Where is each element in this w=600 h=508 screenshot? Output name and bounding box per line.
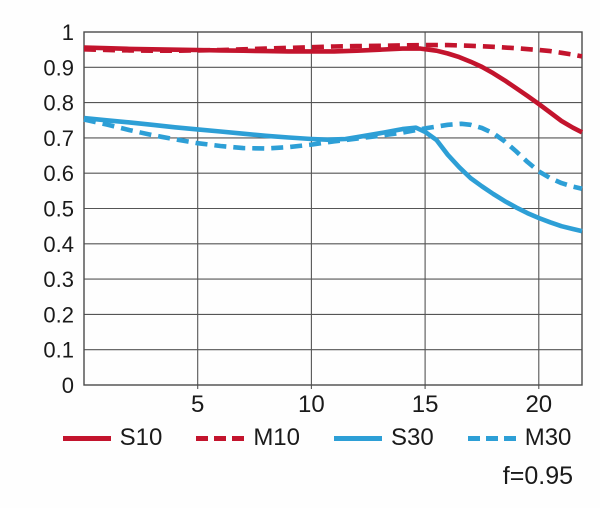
y-tick-label: 0.2 bbox=[43, 302, 74, 327]
series-s10-curve bbox=[83, 45, 584, 135]
y-tick-label: 0.4 bbox=[43, 232, 74, 257]
s10-line-swatch bbox=[62, 435, 111, 441]
y-tick-label: 0 bbox=[62, 373, 74, 398]
series-m30-curve bbox=[83, 117, 583, 191]
legend-label-s10: S10 bbox=[119, 424, 163, 451]
m30-line-swatch bbox=[467, 435, 516, 441]
legend-item-m30: M30 bbox=[467, 424, 572, 451]
legend-item-m10: M10 bbox=[196, 426, 300, 450]
y-tick-label: 0.8 bbox=[43, 91, 74, 116]
plot-area: 00.10.20.30.40.50.60.70.80.915 10 15 20 bbox=[43, 20, 584, 418]
y-tick-label: 0.1 bbox=[43, 338, 74, 363]
legend-label-m10: M10 bbox=[253, 424, 300, 451]
legend-item-s10: S10 bbox=[62, 424, 163, 451]
legend-label-m30: M30 bbox=[524, 424, 572, 451]
y-tick-label: 1 bbox=[62, 20, 74, 45]
m10-line-swatch bbox=[196, 435, 245, 441]
legend-item-s30: S30 bbox=[334, 426, 434, 450]
x-tick-label: 20 bbox=[525, 391, 552, 418]
y-tick-label: 0.9 bbox=[43, 55, 74, 80]
x-tick-label: 15 bbox=[412, 391, 439, 418]
series-s30-curve bbox=[83, 115, 583, 234]
y-tick-label: 0.7 bbox=[43, 126, 74, 151]
x-tick-label: 5 bbox=[191, 391, 204, 418]
y-tick-label: 0.6 bbox=[43, 161, 74, 186]
s30-line-swatch bbox=[334, 435, 382, 441]
x-tick-label: 10 bbox=[298, 391, 325, 418]
aperture-annotation: f=0.95 bbox=[502, 462, 573, 490]
plot-border bbox=[83, 31, 583, 386]
legend: S10 M10 S30 M30 bbox=[0, 425, 600, 451]
y-tick-label: 0.3 bbox=[43, 267, 74, 292]
legend-label-s30: S30 bbox=[391, 424, 434, 451]
y-tick-label: 0.5 bbox=[43, 197, 74, 222]
series-m10-curve bbox=[83, 42, 583, 59]
